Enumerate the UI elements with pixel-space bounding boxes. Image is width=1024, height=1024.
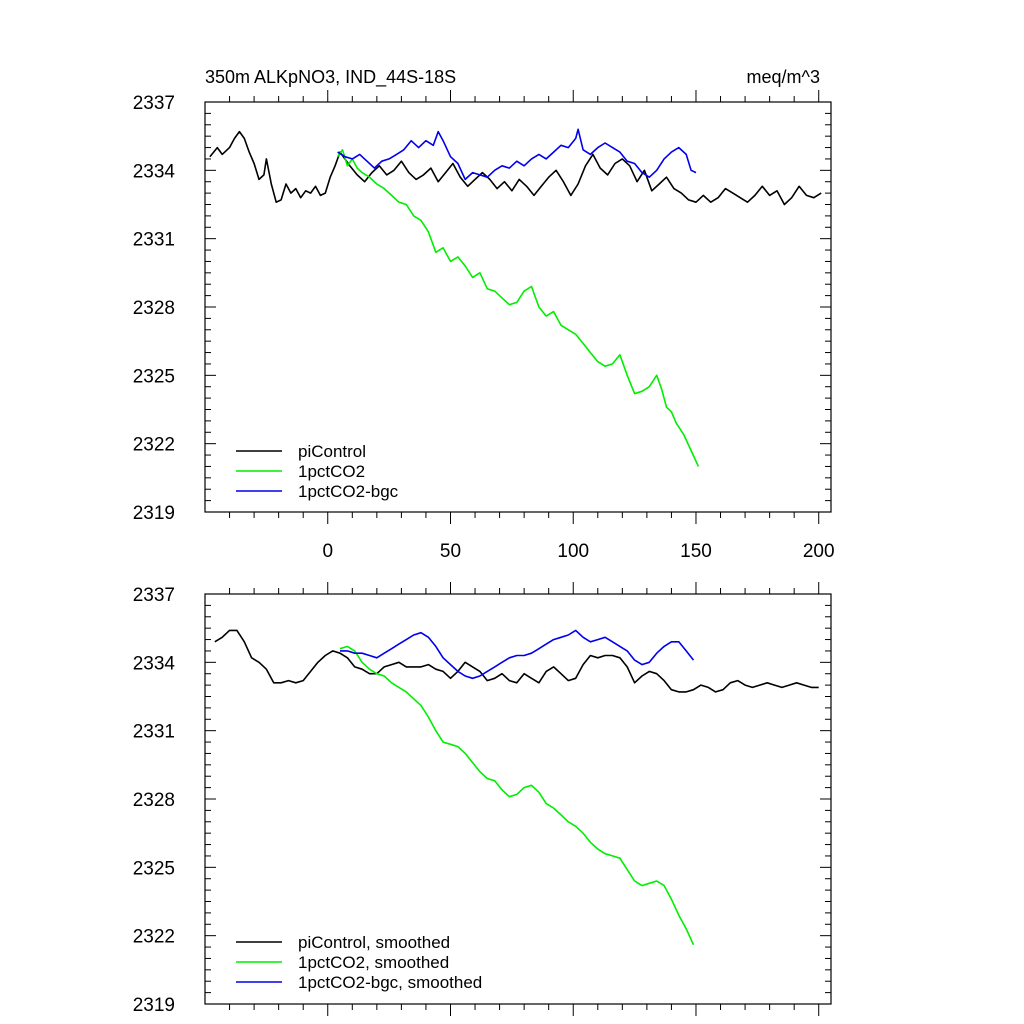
top-series-line-1: [336, 149, 700, 467]
bottom-panel-frame: [204, 593, 832, 1005]
bottom-y-tick-label-6: 2337: [133, 585, 175, 606]
top-legend-label-2: 1pctCO2-bgc: [298, 482, 399, 501]
top-x-tick-label-3: 150: [680, 541, 712, 562]
top-x-tick-label-2: 100: [557, 541, 589, 562]
top-x-tick-label-1: 50: [440, 541, 461, 562]
top-y-tick-label-2: 2325: [133, 366, 175, 387]
top-y-tick-label-1: 2322: [133, 435, 175, 456]
bottom-panel-ticks: 2319 2322 2325 2328 2331 2334 2337: [133, 582, 831, 1016]
bottom-y-tick-label-1: 2322: [133, 927, 175, 948]
top-y-tick-label-0: 2319: [133, 503, 175, 524]
top-legend-label-0: piControl: [298, 442, 366, 461]
bottom-y-tick-label-2: 2325: [133, 858, 175, 879]
bottom-series-line-2: [340, 629, 695, 680]
bottom-y-tick-label-3: 2328: [133, 790, 175, 811]
top-y-tick-label-3: 2328: [133, 298, 175, 319]
bottom-y-tick-label-4: 2331: [133, 722, 175, 743]
top-legend-label-1: 1pctCO2: [298, 462, 365, 481]
bottom-panel-series: [214, 629, 819, 946]
top-panel-frame: [204, 101, 832, 513]
top-y-tick-label-4: 2331: [133, 230, 175, 251]
top-panel-units: meq/m^3: [747, 67, 820, 87]
bottom-series-line-0: [214, 629, 819, 693]
top-panel-title: 350m ALKpNO3, IND_44S-18S: [205, 67, 456, 88]
bottom-panel: 2319 2322 2325 2328 2331 2334 2337 piControl, …: [133, 582, 832, 1016]
top-x-tick-label-0: 0: [322, 541, 333, 562]
bottom-series-line-1: [339, 645, 695, 946]
top-y-tick-label-6: 2337: [133, 93, 175, 114]
top-series-line-0: [209, 130, 822, 206]
top-panel-series: [209, 128, 822, 467]
bottom-legend-label-2: 1pctCO2-bgc, smoothed: [298, 973, 482, 992]
top-y-tick-label-5: 2334: [133, 161, 176, 182]
top-x-tick-label-4: 200: [803, 541, 835, 562]
bottom-y-tick-label-5: 2334: [133, 653, 176, 674]
top-series-line-2: [337, 128, 697, 181]
bottom-y-tick-label-0: 2319: [133, 995, 175, 1016]
bottom-legend-label-0: piControl, smoothed: [298, 933, 450, 952]
bottom-legend-label-1: 1pctCO2, smoothed: [298, 953, 449, 972]
top-panel: 350m ALKpNO3, IND_44S-18S meq/m^3 2319 23…: [133, 67, 835, 562]
